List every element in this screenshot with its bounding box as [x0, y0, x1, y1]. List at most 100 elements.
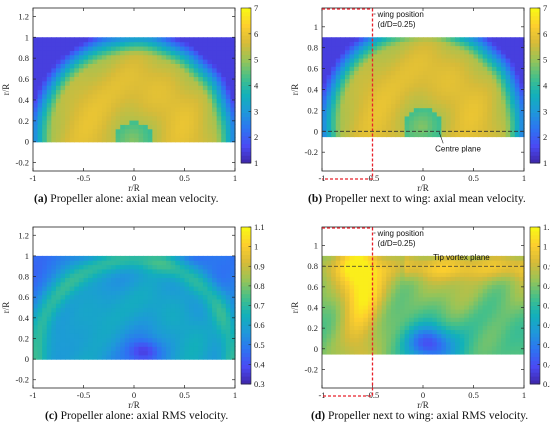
colorbar-segment — [241, 360, 251, 365]
heatmap-cell — [514, 337, 521, 343]
heatmap-cell — [198, 324, 204, 330]
heatmap-cell — [432, 280, 438, 286]
heatmap-cell — [212, 128, 218, 134]
heatmap-cell — [106, 255, 112, 261]
colorbar-c: 0.30.40.50.60.70.80.911.1 — [240, 222, 265, 389]
heatmap-cell — [46, 67, 52, 73]
heatmap-cell — [88, 128, 94, 134]
heatmap-cell — [161, 128, 167, 134]
heatmap-cell — [432, 78, 438, 84]
colorbar-tick-label: 1 — [543, 242, 547, 252]
heatmap-cell — [88, 59, 94, 64]
heatmap-cell — [377, 66, 383, 71]
heatmap-cell — [78, 346, 85, 352]
heatmap-cell — [147, 115, 153, 121]
heatmap-cell — [101, 277, 108, 283]
heatmap-cell — [212, 264, 218, 270]
heatmap-cell — [473, 53, 479, 59]
heatmap-cell — [501, 296, 507, 302]
heatmap-cell — [134, 37, 140, 43]
heatmap-cell — [225, 76, 232, 82]
colorbar-tick-label: 0.3 — [254, 379, 265, 389]
heatmap-cell — [436, 111, 442, 117]
heatmap-cell — [409, 304, 415, 310]
heatmap-cell — [381, 259, 387, 265]
heatmap-cell — [510, 337, 516, 343]
heatmap-cell — [423, 300, 429, 306]
heatmap-cell — [349, 296, 355, 302]
heatmap-cell — [390, 276, 397, 282]
heatmap-cell — [404, 37, 410, 42]
heatmap-cell — [74, 350, 80, 356]
heatmap-cell — [129, 273, 135, 278]
heatmap-cell — [501, 49, 507, 55]
heatmap-cell — [74, 106, 80, 112]
heatmap-cell — [88, 264, 94, 270]
heatmap-cell — [221, 268, 227, 274]
heatmap-cell — [505, 276, 511, 282]
heatmap-cell — [97, 54, 103, 60]
heatmap-cell — [92, 337, 98, 343]
heatmap-cell — [212, 124, 218, 130]
heatmap-cell — [482, 325, 488, 331]
heatmap-cell — [120, 350, 126, 356]
heatmap-cell — [464, 99, 470, 105]
heatmap-cell — [221, 294, 227, 300]
heatmap-cell — [418, 329, 424, 335]
heatmap-cell — [335, 341, 341, 347]
heatmap-cell — [363, 345, 369, 351]
heatmap-cell — [33, 316, 39, 321]
heatmap-cell — [478, 78, 484, 84]
heatmap-cell — [455, 276, 461, 282]
heatmap-cell — [166, 337, 172, 343]
heatmap-cell — [193, 41, 199, 47]
heatmap-cell — [395, 325, 401, 331]
heatmap-cell — [37, 111, 43, 117]
heatmap-cell — [496, 276, 502, 282]
heatmap-cell — [390, 128, 397, 133]
caption-a-letter: (a) — [34, 193, 48, 205]
heatmap-cell — [367, 128, 374, 133]
heatmap-cell — [487, 66, 493, 71]
heatmap-cell — [349, 321, 355, 326]
heatmap-cell — [65, 37, 71, 43]
heatmap-cell — [134, 45, 140, 51]
heatmap-cell — [120, 354, 126, 360]
heatmap-cell — [404, 317, 410, 322]
heatmap-cell — [225, 93, 232, 99]
heatmap-cell — [409, 103, 415, 109]
heatmap-cell — [441, 276, 447, 282]
heatmap-cell — [427, 309, 433, 314]
colorbar-segment — [530, 132, 540, 137]
heatmap-cell — [152, 37, 158, 43]
heatmap-cell — [335, 82, 341, 88]
heatmap-cell — [501, 103, 507, 109]
heatmap-cell — [514, 292, 521, 298]
heatmap-cell — [404, 119, 410, 125]
heatmap-cell — [97, 137, 103, 143]
heatmap-cell — [37, 286, 43, 291]
heatmap-cell — [101, 59, 108, 64]
heatmap-cell — [441, 255, 447, 261]
heatmap-cell — [184, 50, 190, 56]
heatmap-cell — [381, 86, 387, 92]
heatmap-cell — [115, 264, 121, 270]
heatmap-cell — [322, 313, 328, 318]
heatmap-cell — [459, 45, 465, 51]
heatmap-cell — [340, 255, 346, 261]
heatmap-cell — [441, 280, 447, 286]
heatmap-cell — [386, 292, 392, 298]
heatmap-cell — [423, 111, 429, 117]
heatmap-cell — [363, 255, 369, 261]
heatmap-cell — [404, 95, 410, 100]
heatmap-cell — [83, 63, 89, 69]
heatmap-cell — [464, 317, 470, 322]
heatmap-cell — [349, 119, 355, 125]
heatmap-cell — [501, 78, 507, 84]
heatmap-cell — [468, 272, 475, 277]
heatmap-cell — [193, 341, 199, 347]
colorbar-segment — [530, 108, 540, 114]
heatmap-cell — [193, 133, 199, 138]
heatmap-cell — [184, 54, 190, 60]
heatmap-cell — [184, 63, 190, 69]
